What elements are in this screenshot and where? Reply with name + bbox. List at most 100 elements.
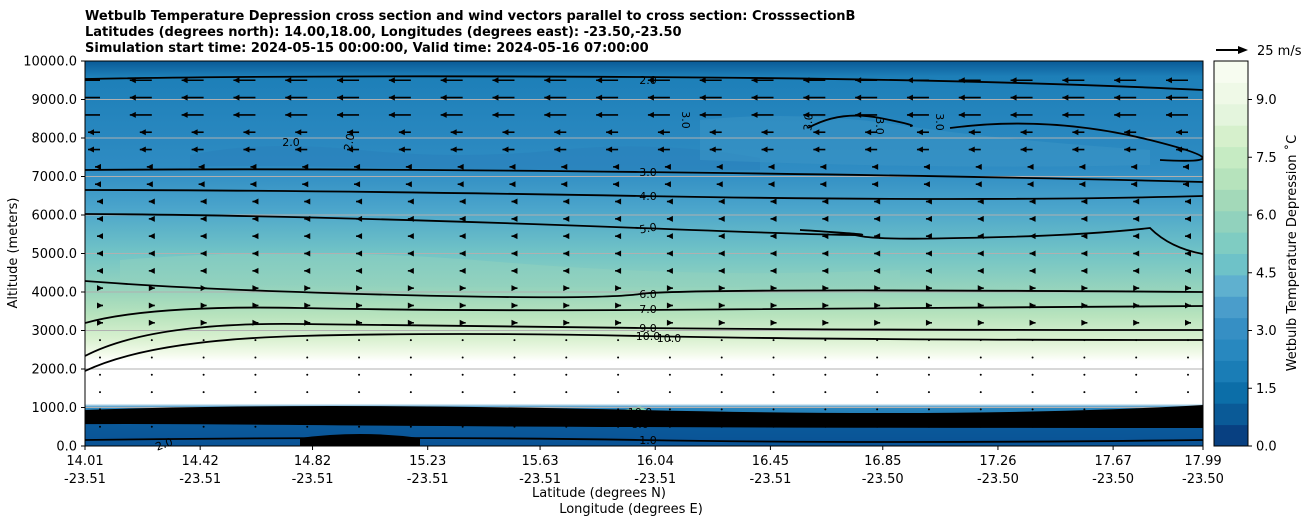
wind-vector-head: [977, 198, 984, 205]
wind-vector-head: [977, 233, 984, 240]
colorbar-frame: [1213, 60, 1249, 447]
wind-vector-head: [554, 146, 561, 153]
wind-vector: [617, 339, 620, 342]
wind-vector-head: [1010, 77, 1017, 84]
wind-vector: [1135, 356, 1138, 359]
wind-vector-head: [874, 319, 881, 326]
wind-vector-head: [615, 233, 622, 240]
wind-vector-head: [356, 285, 363, 292]
wind-vector: [1187, 391, 1189, 394]
colorbar-bin: [1214, 274, 1248, 297]
wind-vector-head: [718, 198, 725, 205]
wind-vector-head: [563, 198, 570, 205]
wind-vector-head: [615, 267, 622, 274]
wind-vector: [1083, 339, 1086, 342]
wind-vector: [927, 391, 930, 394]
wind-vector-head: [699, 111, 706, 118]
wind-vector-head: [388, 77, 395, 84]
wind-vector-head: [1133, 267, 1140, 274]
wind-vector-head: [405, 163, 412, 170]
x-tick-label-lat: 16.45: [752, 454, 789, 469]
wind-vector: [1135, 339, 1138, 342]
wind-vector-head: [1133, 302, 1140, 309]
contour-3.0-closed: [949, 122, 1203, 162]
wind-vector: [565, 391, 568, 394]
wind-vector: [306, 356, 309, 359]
wind-vector-head: [544, 111, 551, 118]
wind-vector-head: [450, 146, 457, 153]
wind-vector-head: [1027, 181, 1034, 188]
wind-vector-head: [666, 285, 673, 292]
wind-vector-head: [1081, 198, 1088, 205]
wind-vector-head: [129, 77, 136, 84]
x-tick-label-lon: -23.51: [64, 472, 106, 487]
wind-vector-head: [388, 111, 395, 118]
x-tick-label-lat: 16.04: [637, 454, 674, 469]
contour-6.0: [85, 280, 1203, 299]
wind-vector-head: [200, 250, 207, 257]
wind-vector-head: [1072, 129, 1079, 136]
wind-vector: [358, 391, 361, 394]
wind-vector-head: [768, 163, 775, 170]
wind-vector-head: [615, 302, 622, 309]
wind-vector-head: [596, 77, 603, 84]
wind-vector-head: [285, 77, 292, 84]
wind-vector: [358, 373, 361, 376]
contour-label: 3.0: [639, 166, 657, 179]
wind-vector-head: [977, 302, 984, 309]
wind-vector-head: [457, 163, 464, 170]
wind-vector-head: [295, 129, 302, 136]
wind-vector: [565, 425, 568, 428]
wind-vector: [979, 391, 982, 394]
wind-vector: [150, 425, 153, 428]
wind-vector-head: [718, 285, 725, 292]
wind-vector: [1031, 339, 1034, 342]
wind-vector-head: [146, 163, 153, 170]
wind-vector-head: [302, 163, 309, 170]
wind-vector: [358, 425, 361, 428]
wind-vector-head: [615, 215, 622, 222]
colorbar-bin: [1214, 210, 1248, 233]
contour-1.0: [85, 437, 1203, 443]
wind-vector-head: [252, 302, 259, 309]
wind-vector-head: [1029, 198, 1036, 205]
wind-vector-head: [563, 285, 570, 292]
wind-vector-head: [78, 112, 84, 118]
wind-vector-head: [337, 77, 344, 84]
wind-vector: [1187, 373, 1189, 376]
wind-vector: [409, 425, 412, 428]
wind-vector-head: [97, 267, 103, 274]
wind-vector-head: [511, 267, 518, 274]
wind-vector: [306, 408, 309, 411]
wind-vector: [565, 339, 568, 342]
y-tick-label: 2000.0: [32, 363, 78, 378]
wind-vector: [461, 408, 464, 411]
wind-vector-head: [874, 267, 881, 274]
contour-label-group: 3.0: [933, 113, 946, 131]
colorbar-tick-label: 7.5: [1256, 151, 1277, 166]
wind-vector-head: [200, 285, 207, 292]
x-axis-label-latitude: Latitude (degrees N): [532, 486, 666, 501]
wind-vector-head: [716, 163, 723, 170]
wind-vector-head: [295, 146, 302, 153]
wind-vector: [1083, 356, 1086, 359]
wind-vector-head: [872, 181, 879, 188]
colorbar-bin: [1214, 253, 1248, 276]
wind-vector: [99, 408, 101, 411]
wind-vector-head: [440, 77, 447, 84]
wind-vector-head: [1114, 94, 1121, 101]
wind-vector-head: [440, 94, 447, 101]
wind-vector: [668, 391, 671, 394]
contour-label: 5.0: [638, 221, 657, 237]
y-tick-label: 4000.0: [32, 286, 78, 301]
x-tick-label-lon: -23.51: [407, 472, 449, 487]
wind-vector: [1187, 425, 1189, 428]
wind-vector-head: [1133, 319, 1140, 326]
wind-vector-head: [855, 77, 862, 84]
wind-vector-head: [770, 233, 777, 240]
wind-vector-head: [1081, 250, 1088, 257]
wind-vector: [876, 391, 879, 394]
wind-vector: [409, 356, 412, 359]
wind-vector: [461, 356, 464, 359]
wind-vector-head: [388, 94, 395, 101]
